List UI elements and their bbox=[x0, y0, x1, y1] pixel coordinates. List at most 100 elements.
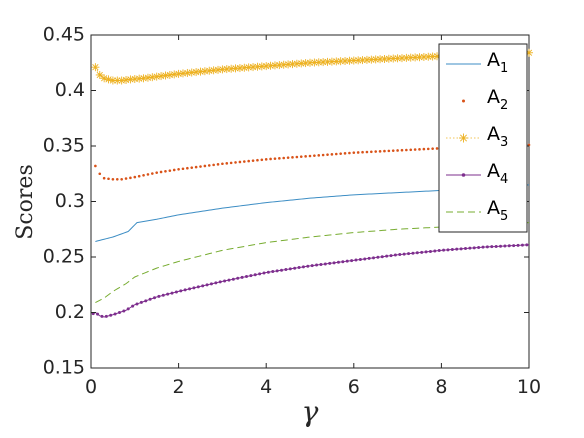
series-point bbox=[203, 164, 207, 168]
series-point bbox=[170, 291, 174, 295]
series-point-stroke bbox=[140, 75, 147, 82]
series-point bbox=[131, 304, 135, 308]
x-tick-label: 6 bbox=[348, 376, 360, 398]
series-point-stroke bbox=[219, 66, 226, 73]
series-point-stroke bbox=[319, 58, 327, 66]
series-point bbox=[304, 155, 307, 158]
series-point bbox=[98, 172, 102, 176]
series-point bbox=[113, 312, 117, 316]
series-point-stroke bbox=[390, 55, 397, 62]
series-point-stroke bbox=[206, 67, 213, 74]
series-point-stroke bbox=[136, 75, 143, 82]
series-point bbox=[223, 279, 227, 283]
series-point bbox=[455, 247, 459, 251]
series-point-stroke bbox=[328, 58, 336, 65]
legend-label-subscript: 5 bbox=[500, 209, 508, 224]
series-point bbox=[159, 170, 163, 174]
series-point bbox=[520, 243, 524, 247]
series-point bbox=[339, 152, 342, 155]
series-point bbox=[348, 151, 351, 155]
series-point bbox=[172, 168, 176, 172]
series-point bbox=[409, 148, 413, 152]
series-point-stroke bbox=[376, 56, 384, 63]
series-point bbox=[196, 285, 200, 289]
series-point bbox=[122, 75, 131, 84]
series-point-stroke bbox=[267, 62, 274, 69]
x-axis-title: γ bbox=[302, 395, 319, 428]
series-point-stroke bbox=[153, 73, 160, 80]
series-point-stroke bbox=[341, 57, 349, 65]
x-tick-label: 0 bbox=[85, 376, 97, 398]
series-point bbox=[155, 171, 158, 174]
series-point bbox=[269, 157, 272, 161]
series-point bbox=[356, 151, 360, 154]
series-point-stroke bbox=[350, 57, 357, 64]
series-point-stroke bbox=[131, 75, 138, 83]
series-point bbox=[463, 247, 467, 251]
series-point bbox=[389, 54, 398, 63]
series-point-stroke bbox=[192, 68, 200, 76]
series-point-stroke bbox=[166, 71, 173, 79]
series-point bbox=[442, 248, 446, 252]
series-point-stroke bbox=[223, 65, 230, 73]
series-point bbox=[313, 154, 316, 157]
series-point-stroke bbox=[179, 70, 187, 77]
series-point bbox=[389, 254, 393, 258]
series-point bbox=[481, 245, 485, 249]
series-point bbox=[194, 165, 198, 169]
series-point bbox=[343, 152, 347, 155]
series-point bbox=[129, 176, 132, 180]
series-point bbox=[354, 258, 358, 262]
series-point bbox=[201, 284, 205, 288]
series-point bbox=[358, 257, 362, 261]
series-a4 bbox=[91, 243, 530, 318]
series-point bbox=[244, 275, 248, 279]
series-point bbox=[472, 246, 476, 250]
series-point-stroke bbox=[162, 72, 169, 79]
series-point bbox=[336, 260, 340, 264]
series-point bbox=[115, 178, 119, 181]
series-point-stroke bbox=[96, 71, 103, 79]
series-point bbox=[321, 153, 325, 157]
series-point bbox=[273, 157, 277, 160]
series-point bbox=[153, 296, 157, 300]
series-point bbox=[260, 158, 264, 162]
series-point bbox=[152, 72, 161, 81]
series-point bbox=[214, 281, 218, 285]
series-point-stroke bbox=[122, 76, 130, 84]
series-point bbox=[428, 52, 437, 61]
series-point bbox=[95, 70, 104, 79]
series-point bbox=[433, 249, 437, 253]
series-point bbox=[367, 256, 371, 260]
series-point bbox=[157, 294, 161, 298]
series-point-stroke bbox=[289, 60, 296, 68]
series-point bbox=[361, 150, 364, 154]
series-point-stroke bbox=[241, 64, 248, 71]
y-tick-label: 0.3 bbox=[55, 190, 85, 212]
series-point bbox=[396, 149, 399, 152]
y-tick-label: 0.45 bbox=[43, 24, 85, 46]
y-tick-label: 0.25 bbox=[43, 246, 85, 268]
series-point bbox=[387, 149, 391, 153]
legend-swatch bbox=[462, 99, 465, 103]
series-point bbox=[420, 250, 424, 254]
series-point bbox=[151, 172, 154, 175]
series-point bbox=[126, 307, 130, 311]
series-point bbox=[96, 312, 100, 316]
series-point bbox=[107, 177, 110, 181]
series-point bbox=[310, 264, 314, 268]
series-point-stroke bbox=[197, 68, 204, 75]
series-point bbox=[422, 147, 426, 151]
y-tick-label: 0.35 bbox=[43, 135, 85, 157]
series-point bbox=[120, 178, 123, 181]
series-point bbox=[234, 161, 237, 164]
series-point bbox=[297, 266, 301, 270]
legend-label-subscript: 1 bbox=[500, 61, 508, 76]
series-point bbox=[247, 159, 250, 163]
series-point bbox=[240, 275, 244, 279]
series-point bbox=[135, 302, 139, 306]
series-point bbox=[275, 269, 279, 273]
series-point bbox=[104, 314, 108, 318]
series-point bbox=[494, 244, 498, 248]
series-point bbox=[407, 252, 411, 256]
